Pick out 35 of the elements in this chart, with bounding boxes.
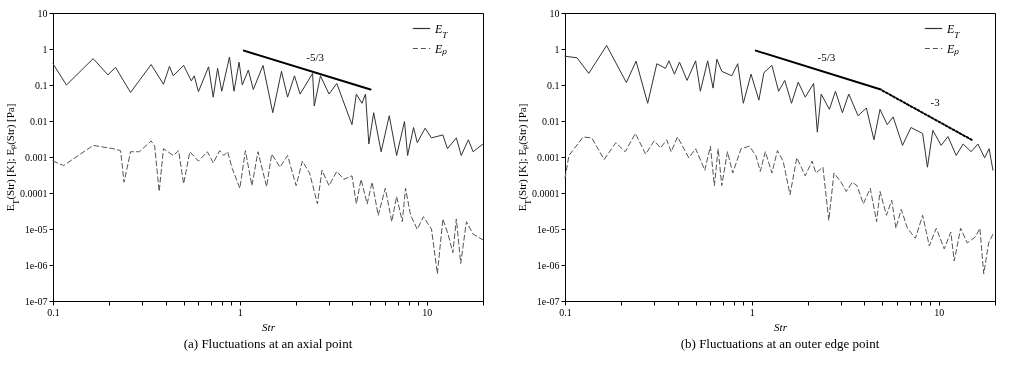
y-tick-label: 1e-07	[536, 295, 560, 307]
text: (b) Fluctuations at an outer edge point	[680, 336, 880, 351]
y-tick-label: 0.1	[35, 79, 48, 91]
x-axis-title: Str	[262, 320, 276, 333]
x-tick-label: 10	[934, 306, 945, 318]
x-tick-label: 1	[749, 306, 755, 318]
text: (a) Fluctuations at an axial point	[183, 336, 353, 351]
y-tick-label: 1	[554, 43, 560, 55]
x-axis-title: Str	[774, 320, 788, 333]
y-tick-label: 10	[549, 7, 560, 19]
y-tick-label: 1e-07	[24, 295, 48, 307]
x-tick-label: 0.1	[559, 306, 572, 318]
y-tick-label: 1e-05	[24, 223, 48, 235]
legend-label: E$_{T}$	[946, 21, 961, 40]
y-tick-label: 0.01	[542, 115, 560, 127]
y-tick-label: 0.1	[547, 79, 560, 91]
y-tick-label: 0.01	[30, 115, 48, 127]
y-tick-label: 1e-05	[536, 223, 560, 235]
series-label: -3	[930, 96, 941, 109]
y-tick-label: 0.0001	[20, 187, 48, 199]
series-label: -5/3	[306, 51, 325, 64]
x-tick-label: 1	[237, 306, 243, 318]
series-label: -5/3	[817, 51, 836, 64]
x-tick-label: 0.1	[47, 306, 60, 318]
legend-label: Eₚ	[946, 41, 960, 56]
y-tick-label: 1e-06	[536, 259, 560, 271]
legend-label: Eₚ	[434, 41, 448, 56]
x-tick-label: 10	[422, 306, 433, 318]
y-tick-label: 0.001	[25, 151, 48, 163]
legend-label: E$_{T}$	[434, 21, 449, 40]
y-tick-label: 0.001	[537, 151, 560, 163]
y-tick-label: 1	[42, 43, 48, 55]
y-tick-label: 0.0001	[532, 187, 560, 199]
y-tick-label: 1e-06	[24, 259, 48, 271]
y-tick-label: 10	[37, 7, 48, 19]
